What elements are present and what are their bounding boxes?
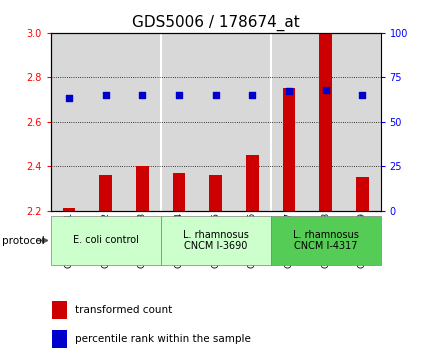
Bar	[87, 33, 124, 211]
Bar	[124, 33, 161, 211]
Bar	[234, 33, 271, 211]
Point	[322, 87, 329, 93]
Bar	[161, 216, 271, 265]
Point	[286, 89, 293, 94]
Bar	[172, 173, 185, 211]
Text: L. rhamnosus
CNCM I-3690: L. rhamnosus CNCM I-3690	[183, 230, 249, 251]
Text: transformed count: transformed count	[75, 305, 172, 315]
Bar	[319, 33, 332, 211]
Bar	[271, 33, 307, 211]
Point	[66, 95, 73, 101]
Bar	[271, 216, 381, 265]
Bar	[62, 208, 75, 211]
Bar	[51, 33, 87, 211]
Bar	[197, 33, 234, 211]
Point	[139, 92, 146, 98]
Point	[249, 92, 256, 98]
Bar	[161, 33, 197, 211]
Text: E. coli control: E. coli control	[73, 236, 139, 245]
Bar	[356, 177, 369, 211]
Point	[212, 92, 219, 98]
Title: GDS5006 / 178674_at: GDS5006 / 178674_at	[132, 15, 300, 31]
Point	[176, 92, 183, 98]
Bar	[136, 166, 149, 211]
Bar	[246, 155, 259, 211]
Text: L. rhamnosus
CNCM I-4317: L. rhamnosus CNCM I-4317	[293, 230, 359, 251]
Bar	[51, 216, 161, 265]
Text: protocol: protocol	[2, 236, 45, 246]
Point	[102, 92, 109, 98]
Point	[359, 92, 366, 98]
Bar	[99, 175, 112, 211]
Text: percentile rank within the sample: percentile rank within the sample	[75, 334, 251, 344]
Bar	[52, 301, 67, 319]
Bar	[307, 33, 344, 211]
Bar	[282, 88, 295, 211]
Bar	[52, 330, 67, 348]
Bar	[209, 175, 222, 211]
Bar	[344, 33, 381, 211]
